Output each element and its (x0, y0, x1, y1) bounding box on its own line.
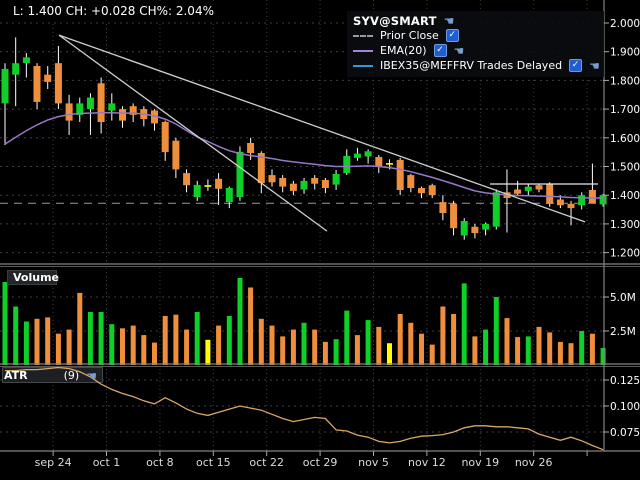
svg-text:oct 1: oct 1 (93, 456, 121, 469)
legend-item-label: IBEX35@MEFFRV Trades Delayed (380, 59, 563, 72)
svg-text:oct 22: oct 22 (249, 456, 284, 469)
legend: SYV@SMART ☚ Prior Close ✓ EMA(20) ✓ ☚ IB… (347, 11, 604, 77)
svg-text:1.200: 1.200 (610, 248, 640, 260)
svg-text:nov 5: nov 5 (358, 456, 389, 469)
svg-text:nov 26: nov 26 (515, 456, 553, 469)
atr-axis[interactable]: 0.125 0.100 0.075 (603, 375, 640, 439)
prior-close-swatch-icon (353, 34, 373, 37)
svg-text:2.5M: 2.5M (610, 326, 636, 338)
ema-checkbox[interactable]: ✓ (433, 44, 447, 57)
ibex-swatch-icon (353, 64, 373, 67)
svg-text:oct 15: oct 15 (196, 456, 231, 469)
volume-layer (2, 278, 606, 365)
legend-symbol-row[interactable]: SYV@SMART ☚ (353, 13, 598, 28)
svg-text:1.800: 1.800 (610, 75, 640, 87)
ibex-checkbox[interactable]: ✓ (569, 59, 583, 72)
trendline-long[interactable] (58, 34, 586, 223)
hand-pointer-icon[interactable]: ☚ (443, 13, 455, 28)
svg-text:2.000: 2.000 (610, 18, 640, 30)
legend-item-label: Prior Close (380, 29, 439, 42)
svg-text:nov 19: nov 19 (461, 456, 499, 469)
legend-item-prior-close[interactable]: Prior Close ✓ (353, 28, 598, 43)
symbol-label: SYV@SMART (353, 13, 437, 28)
ema-line (4, 112, 604, 199)
hand-pointer-icon[interactable]: ☚ (453, 43, 465, 58)
hand-pointer-icon[interactable]: ☚ (589, 58, 600, 73)
volume-axis[interactable]: 5.0M 2.5M (603, 292, 636, 338)
atr-panel-label: ATR (9) ☚ (4, 368, 97, 383)
quote-summary-text: L: 1.400 CH: +0.028 CH%: 2.04% (13, 4, 214, 18)
quote-summary: L: 1.400 CH: +0.028 CH%: 2.04% (2, 2, 240, 21)
legend-item-label: EMA(20) (380, 44, 427, 57)
svg-text:0.075: 0.075 (610, 427, 640, 439)
svg-text:0.100: 0.100 (610, 401, 640, 413)
atr-label-text: ATR (4, 369, 28, 382)
svg-text:oct 8: oct 8 (146, 456, 174, 469)
atr-line (5, 366, 604, 451)
svg-text:nov 12: nov 12 (408, 456, 446, 469)
svg-text:1.900: 1.900 (610, 47, 640, 59)
trendlines-layer[interactable] (58, 34, 598, 232)
svg-text:sep 24: sep 24 (35, 456, 72, 469)
svg-text:1.300: 1.300 (610, 219, 640, 231)
legend-item-ema[interactable]: EMA(20) ✓ ☚ (353, 43, 598, 58)
trendline-steep[interactable] (58, 34, 328, 232)
atr-param-text: (9) (63, 369, 80, 382)
svg-text:1.600: 1.600 (610, 133, 640, 145)
svg-text:5.0M: 5.0M (610, 292, 636, 304)
prior-close-checkbox[interactable]: ✓ (445, 29, 459, 42)
hand-pointer-icon[interactable]: ☚ (86, 368, 97, 383)
svg-text:oct 29: oct 29 (303, 456, 338, 469)
svg-text:1.700: 1.700 (610, 104, 640, 116)
ema-swatch-icon (353, 49, 373, 52)
svg-text:1.400: 1.400 (610, 190, 640, 202)
time-axis[interactable]: sep 24 oct 1 oct 8 oct 15 oct 22 oct 29 nov 5 n… (35, 451, 588, 469)
legend-item-ibex[interactable]: IBEX35@MEFFRV Trades Delayed ✓ ☚ (353, 58, 600, 73)
svg-text:0.125: 0.125 (610, 375, 640, 387)
volume-panel-label: Volume (7, 270, 59, 285)
price-axis[interactable]: 2.000 1.900 1.800 1.700 1.600 1.500 1.400 1.300… (603, 18, 640, 260)
svg-text:1.500: 1.500 (610, 162, 640, 174)
